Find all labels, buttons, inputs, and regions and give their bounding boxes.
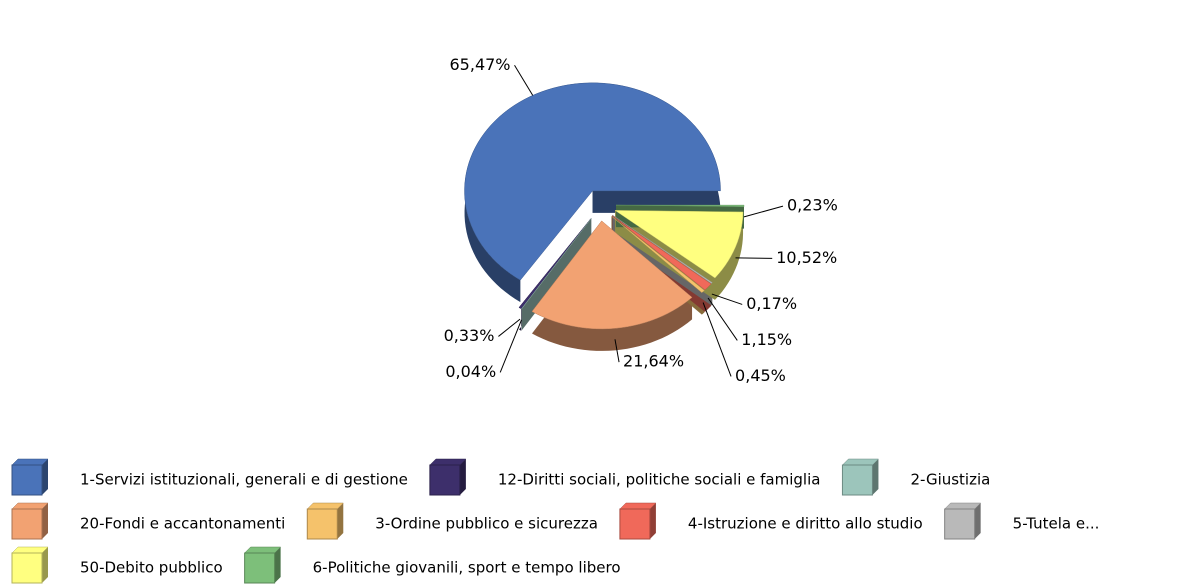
leader-line xyxy=(514,65,534,96)
slice xyxy=(615,204,745,207)
legend-item: 5-Tutela e... xyxy=(944,502,1100,540)
slice xyxy=(614,210,744,279)
data-label: 0,23% xyxy=(787,196,838,215)
legend-item: 12-Diritti sociali, politiche sociali e … xyxy=(429,458,821,496)
legend-swatch xyxy=(306,508,338,540)
legend-swatch-side xyxy=(649,503,656,539)
legend-item: 20-Fondi e accantonamenti xyxy=(11,502,285,540)
legend-item: 3-Ordine pubblico e sicurezza xyxy=(306,502,598,540)
legend-swatch-side xyxy=(974,503,981,539)
legend-swatch-top xyxy=(244,546,282,554)
leader-line xyxy=(707,297,738,341)
legend-item: 2-Giustizia xyxy=(841,458,990,496)
legend-swatch-side xyxy=(337,503,344,539)
legend-label: 50-Debito pubblico xyxy=(80,559,223,577)
legend-swatch xyxy=(429,464,461,496)
legend-item: 4-Istruzione e diritto allo studio xyxy=(619,502,923,540)
legend-label: 4-Istruzione e diritto allo studio xyxy=(688,515,923,533)
legend-swatch-top xyxy=(11,546,49,554)
slice xyxy=(611,215,705,293)
legend-swatch xyxy=(944,508,976,540)
legend-label: 1-Servizi istituzionali, generali e di g… xyxy=(80,471,408,489)
leader-line xyxy=(614,339,620,363)
legend-swatch-top xyxy=(841,458,880,466)
legend-swatch-top xyxy=(619,502,657,510)
legend-swatch xyxy=(11,508,43,540)
legend-swatch xyxy=(841,464,873,496)
leader-line xyxy=(499,319,522,373)
data-label: 0,17% xyxy=(746,294,797,313)
legend-label: 20-Fondi e accantonamenti xyxy=(80,515,285,533)
legend-swatch xyxy=(244,552,276,584)
data-label: 65,47% xyxy=(450,55,511,74)
slice xyxy=(531,220,693,330)
slice xyxy=(612,214,713,284)
legend-swatch-top xyxy=(944,502,982,510)
slice xyxy=(611,215,712,291)
slice xyxy=(520,218,592,310)
legend-item: 50-Debito pubblico xyxy=(11,546,223,584)
data-label: 0,33% xyxy=(444,326,495,345)
data-label: 10,52% xyxy=(776,248,837,267)
legend-swatch-top xyxy=(11,458,49,466)
slice-side xyxy=(464,82,721,303)
legend-label: 12-Diritti sociali, politiche sociali e … xyxy=(498,471,821,489)
legend-label: 2-Giustizia xyxy=(910,471,990,489)
legend-swatch-side xyxy=(459,459,466,495)
legend-swatch xyxy=(11,552,43,584)
legend-swatch-side xyxy=(274,547,281,583)
legend-swatch-top xyxy=(306,502,344,510)
legend-swatch-top xyxy=(11,502,49,510)
legend-swatch-side xyxy=(42,459,48,495)
data-label: 0,45% xyxy=(735,366,786,385)
leader-line xyxy=(711,293,743,305)
legend-label: 5-Tutela e... xyxy=(1013,515,1100,533)
leader-line xyxy=(743,205,784,218)
legend-swatch-top xyxy=(429,458,467,466)
leader-line xyxy=(498,318,521,337)
slice-side xyxy=(615,210,744,300)
legend-swatch-side xyxy=(872,459,879,495)
legend-swatch xyxy=(619,508,651,540)
legend-label: 3-Ordine pubblico e sicurezza xyxy=(375,515,598,533)
slice xyxy=(464,82,721,281)
legend-swatch-side xyxy=(42,503,48,539)
legend-label: 6-Politiche giovanili, sport e tempo lib… xyxy=(313,559,621,577)
data-label: 0,04% xyxy=(445,362,496,381)
legend-item: 6-Politiche giovanili, sport e tempo lib… xyxy=(244,546,621,584)
legend-item: 1-Servizi istituzionali, generali e di g… xyxy=(11,458,408,496)
legend-swatch xyxy=(11,464,43,496)
data-label: 1,15% xyxy=(741,330,792,349)
legend-swatch-side xyxy=(42,547,48,583)
leader-line xyxy=(702,302,732,377)
pie-tops xyxy=(464,82,745,330)
data-label: 21,64% xyxy=(623,352,684,371)
